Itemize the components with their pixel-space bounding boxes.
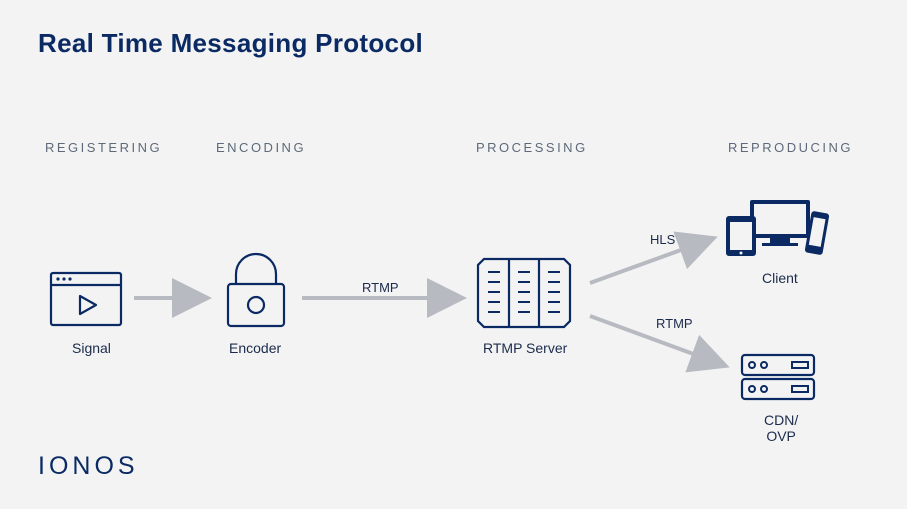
arrow-label-rtmp-2: RTMP bbox=[656, 316, 693, 331]
arrow-server-cdn bbox=[0, 0, 907, 509]
ionos-logo: IONOS bbox=[38, 452, 139, 481]
